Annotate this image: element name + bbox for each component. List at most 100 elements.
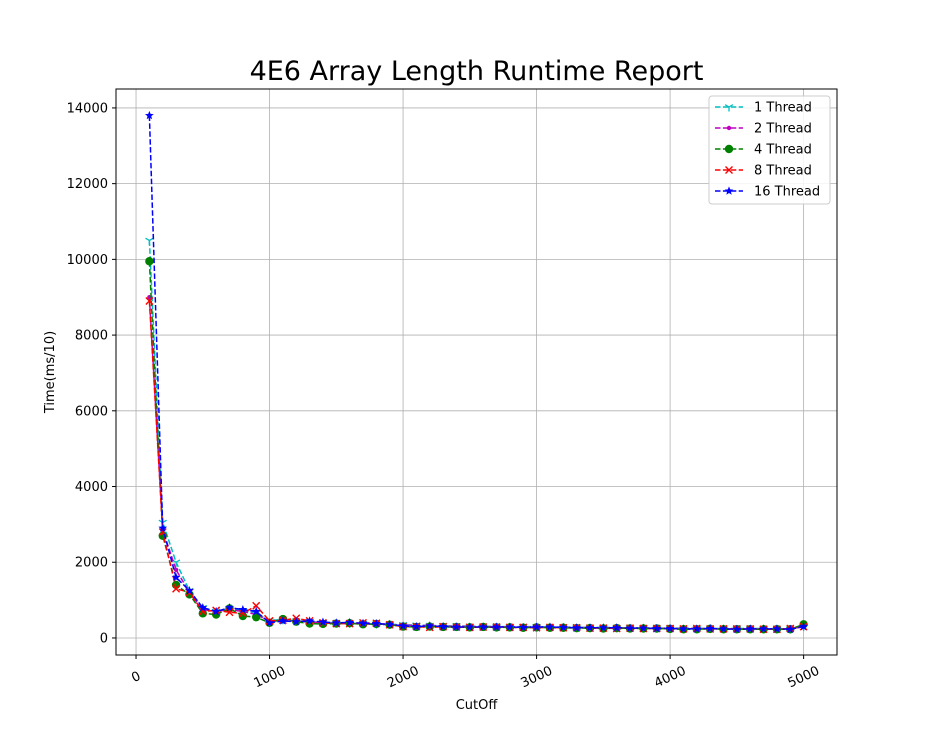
- data-point: [745, 624, 755, 633]
- legend-marker: [724, 144, 734, 154]
- series-line: [148, 240, 804, 630]
- data-point: [278, 616, 288, 625]
- y-tick-label: 4000: [75, 480, 108, 495]
- legend-item: 4 Thread: [715, 143, 812, 158]
- data-point: [251, 612, 261, 622]
- data-point: [652, 623, 662, 633]
- data-point: [558, 622, 568, 632]
- legend-label: 16 Thread: [754, 185, 820, 200]
- axis-ticks: 0 1000 2000 3000 4000 5000 0 2000 4000 6000 8000 10…: [67, 101, 822, 691]
- data-point: [171, 572, 181, 582]
- data-point: [679, 624, 688, 633]
- series-layer: [145, 110, 808, 634]
- data-point: [291, 617, 301, 626]
- legend-item: 2 Thread: [715, 122, 812, 137]
- data-point: [358, 618, 368, 627]
- data-point: [145, 237, 154, 245]
- x-axis-label: CutOff: [456, 698, 499, 713]
- y-tick-label: 12000: [67, 177, 108, 192]
- data-point: [665, 623, 675, 633]
- series-3: [145, 257, 808, 634]
- legend-label: 4 Thread: [754, 143, 812, 158]
- y-tick-label: 8000: [75, 329, 108, 344]
- series-1: [145, 237, 808, 634]
- data-point: [719, 624, 728, 633]
- data-point: [331, 618, 341, 627]
- data-point: [639, 623, 648, 632]
- chart-title: 4E6 Array Length Runtime Report: [250, 56, 704, 87]
- data-point: [759, 624, 768, 633]
- legend-label: 1 Thread: [754, 101, 812, 116]
- y-tick-label: 10000: [67, 253, 108, 268]
- legend-item: 16 Thread: [715, 185, 820, 200]
- x-tick-label: 3000: [519, 664, 555, 692]
- data-point: [398, 621, 408, 630]
- data-point: [225, 608, 234, 617]
- data-point: [612, 623, 622, 632]
- series-line: [148, 297, 804, 630]
- series-2: [147, 295, 806, 632]
- data-point: [145, 110, 154, 120]
- data-point: [545, 622, 555, 631]
- data-point: [625, 623, 635, 632]
- data-point: [251, 606, 261, 616]
- series-line: [148, 300, 804, 631]
- data-point: [598, 623, 608, 632]
- y-tick-label: 0: [100, 631, 108, 646]
- data-point: [225, 603, 234, 612]
- data-point: [173, 567, 179, 573]
- legend-label: 8 Thread: [754, 164, 812, 179]
- data-point: [705, 623, 715, 633]
- series-4: [145, 297, 808, 634]
- y-tick-label: 2000: [75, 556, 108, 571]
- legend-frame: [708, 95, 831, 205]
- data-point: [452, 622, 461, 631]
- data-point: [785, 624, 795, 633]
- legend-item: 8 Thread: [715, 164, 812, 179]
- data-point: [532, 622, 541, 631]
- data-point: [345, 617, 355, 627]
- x-tick-label: 0: [129, 669, 143, 686]
- series-5: [145, 110, 808, 633]
- legend-marker: [725, 166, 733, 174]
- data-point: [238, 604, 248, 614]
- x-tick-label: 5000: [786, 664, 822, 692]
- data-point: [252, 601, 261, 610]
- series-line: [148, 115, 804, 631]
- data-point: [238, 609, 247, 618]
- data-point: [732, 624, 742, 633]
- data-point: [145, 297, 154, 306]
- data-point: [425, 621, 435, 630]
- data-point: [412, 622, 421, 631]
- data-point: [318, 617, 328, 626]
- data-point: [305, 616, 314, 625]
- data-point: [145, 257, 154, 266]
- data-point: [465, 622, 475, 631]
- x-tick-label: 4000: [652, 664, 688, 692]
- series-line: [148, 261, 804, 631]
- x-tick-label: 1000: [252, 664, 288, 692]
- data-point: [692, 624, 702, 633]
- data-point: [172, 584, 181, 593]
- plot-area-frame: [115, 88, 838, 656]
- data-point: [492, 622, 501, 631]
- x-tick-label: 2000: [385, 664, 421, 692]
- data-point: [478, 622, 488, 631]
- data-point: [185, 586, 194, 595]
- data-point: [572, 623, 582, 632]
- data-point: [198, 607, 207, 616]
- legend: 1 Thread 2 Thread 4 Thread 8 Thread 16 Threa…: [708, 95, 831, 205]
- data-point: [158, 523, 168, 532]
- legend-item: 1 Thread: [715, 101, 812, 116]
- y-tick-label: 14000: [67, 101, 108, 116]
- data-point: [505, 622, 515, 631]
- data-point: [385, 619, 395, 629]
- data-point: [772, 624, 782, 633]
- data-point: [198, 603, 208, 612]
- data-point: [438, 622, 448, 631]
- data-point: [371, 618, 381, 628]
- y-tick-label: 6000: [75, 404, 108, 419]
- data-point: [518, 622, 528, 632]
- data-point: [211, 606, 221, 616]
